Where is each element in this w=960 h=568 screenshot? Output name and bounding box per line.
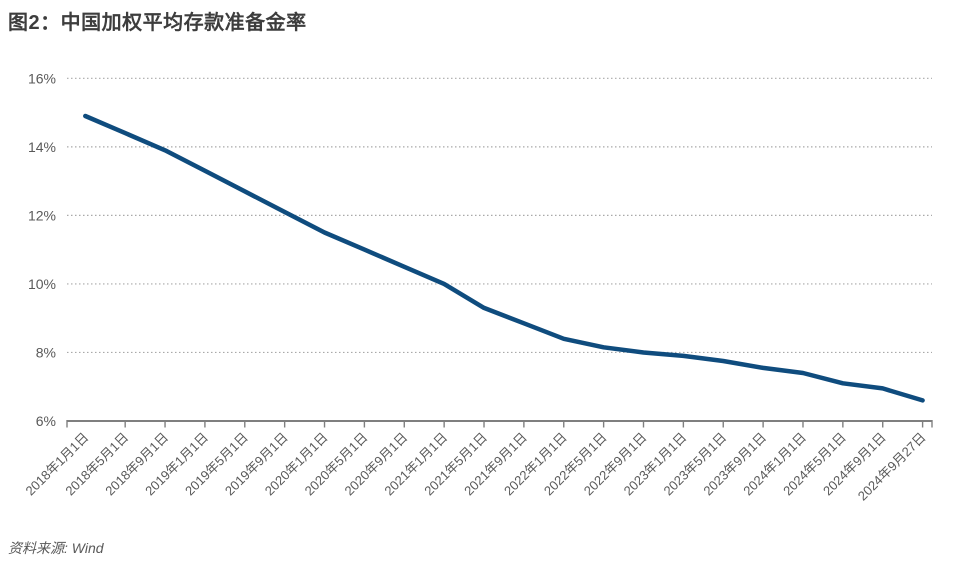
y-axis-label: 6% [36,413,56,429]
data-line [83,113,925,403]
y-axis-label: 14% [28,139,56,155]
y-axis-label: 8% [36,344,56,360]
source-note: 资料来源: Wind [8,540,104,556]
chart-title: 图2：中国加权平均存款准备金率 [8,12,307,34]
y-axis-label: 16% [28,70,56,86]
y-axis-label: 10% [28,276,56,292]
y-axis-label: 12% [28,207,56,223]
